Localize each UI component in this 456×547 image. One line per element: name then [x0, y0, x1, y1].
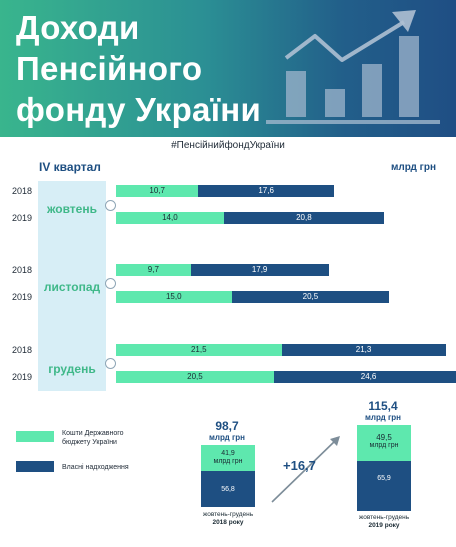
- bar-own-revenue-value: 17,9: [251, 265, 268, 274]
- unit-label: млрд грн: [390, 162, 436, 173]
- bar-state-budget: [116, 185, 199, 197]
- bar-state-budget-value: 20,5: [187, 372, 203, 381]
- month-label-2: грудень: [48, 362, 96, 376]
- quarter-label: IV квартал: [39, 160, 101, 174]
- growth-chart-icon: [266, 10, 440, 124]
- title-line-3: фонду України: [16, 91, 262, 128]
- summary-2019-own-revenue-value: 65,9: [377, 475, 391, 482]
- summary-2019-state-budget-value: 49,5 млрд грн: [369, 433, 399, 449]
- summary-2019-own-revenue-bar: [357, 461, 411, 511]
- header-banner: Доходи Пенсійного фонду України: [0, 0, 456, 137]
- bar-state-budget: [116, 344, 282, 356]
- bar-state-budget-value: 9,7: [147, 265, 159, 274]
- legend-swatch-state-budget: [16, 431, 54, 442]
- year-label: 2018: [12, 345, 33, 355]
- delta-value: +16,7: [283, 458, 316, 473]
- month-label-1: листопад: [43, 280, 101, 294]
- bar-own-revenue: [273, 371, 456, 383]
- total-2019: 115,4 млрд грн: [349, 399, 417, 423]
- period-2019: жовтень-грудень 2019 року: [358, 514, 410, 529]
- bar-state-budget-value: 10,7: [149, 186, 165, 195]
- month-panel: [38, 181, 106, 391]
- year-label: 2018: [12, 186, 33, 196]
- summary-2018-own-revenue-bar: [201, 471, 255, 507]
- summary-2018-state-budget-value: 41,9 млрд грн: [213, 450, 243, 465]
- period-2018: жовтень-грудень 2018 року: [202, 511, 254, 526]
- bar-own-revenue: [223, 212, 384, 224]
- total-2018-value: 98,7: [215, 419, 239, 433]
- bar-own-revenue-value: 17,6: [258, 186, 274, 195]
- bar-own-revenue-value: 20,5: [302, 292, 319, 301]
- bar-state-budget-value: 15,0: [165, 292, 182, 301]
- total-2018-unit: млрд грн: [208, 433, 246, 442]
- title-line-2: Пенсійного: [16, 50, 203, 87]
- hashtag: #ПенсійнийфондУкраїни: [171, 140, 285, 151]
- total-2019-value: 115,4: [368, 399, 398, 413]
- summary-2018-own-revenue-value: 56,8: [221, 486, 235, 493]
- month-connector-icon: [105, 200, 116, 211]
- year-label: 2019: [12, 213, 33, 223]
- bar-own-revenue-value: 24,6: [360, 372, 377, 381]
- bar-state-budget: [116, 291, 232, 303]
- bar-own-revenue: [281, 344, 446, 356]
- year-label: 2019: [12, 292, 33, 302]
- total-2018: 98,7 млрд грн: [199, 419, 255, 443]
- bar-state-budget: [116, 212, 224, 224]
- bar-own-revenue: [198, 185, 334, 197]
- year-label: 2019: [12, 372, 33, 382]
- month-label-0: жовтень: [47, 202, 97, 216]
- bar-own-revenue: [190, 264, 329, 276]
- summary-2018-state-budget-bar: [201, 445, 255, 471]
- bar-state-budget: [116, 371, 274, 383]
- bar-state-budget-value: 14,0: [162, 213, 178, 222]
- year-label: 2018: [12, 265, 33, 275]
- title-line-1: Доходи: [16, 9, 140, 46]
- bar-own-revenue-value: 20,8: [296, 213, 312, 222]
- summary-2019-state-budget-bar: [357, 425, 411, 461]
- total-2019-unit: млрд грн: [364, 413, 402, 422]
- legend-label-state-budget: Кошти Державного бюджету України: [62, 430, 124, 446]
- bar-state-budget: [116, 264, 191, 276]
- bar-state-budget-value: 21,5: [190, 345, 207, 354]
- month-connector-icon: [105, 358, 116, 369]
- bar-own-revenue: [231, 291, 390, 303]
- legend-label-own-revenue: Власні надходження: [62, 464, 129, 471]
- month-connector-icon: [105, 278, 116, 289]
- legend-swatch-own-revenue: [16, 461, 54, 472]
- bar-own-revenue-value: 21,3: [355, 345, 372, 354]
- growth-arrow-icon: [271, 436, 340, 503]
